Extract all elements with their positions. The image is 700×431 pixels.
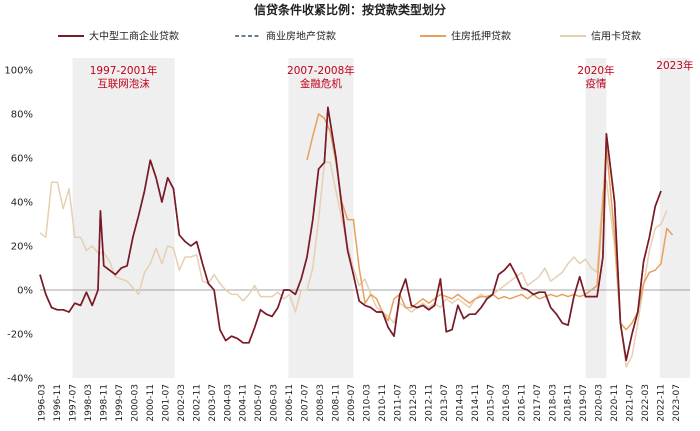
x-tick-label: 2001-07: [161, 384, 171, 422]
shaded-period-2: [585, 58, 607, 378]
x-tick-label: 2016-03: [502, 384, 512, 422]
x-tick-label: 2002-03: [177, 384, 187, 422]
shaded-period-3: [659, 58, 690, 378]
period-label-line-2-0: 2020年: [577, 64, 614, 77]
chart-title: 信贷条件收紧比例：按贷款类型划分: [254, 2, 446, 17]
x-tick-label: 2006-11: [285, 384, 295, 422]
x-tick-label: 2020-11: [610, 384, 620, 422]
x-tick-label: 2011-07: [394, 384, 404, 422]
y-tick-label: -40%: [7, 374, 33, 385]
x-tick-label: 2023-07: [672, 384, 682, 422]
legend-label-1: 商业房地产贷款: [266, 30, 336, 43]
x-tick-label: 2007-07: [301, 384, 311, 422]
x-tick-label: 2019-07: [579, 384, 589, 422]
legend-label-3: 信用卡贷款: [591, 30, 641, 43]
x-axis: 1996-03 1996-11 1997-07 1998-03 1998-11 1999-…: [38, 384, 683, 422]
x-tick-label: 2004-11: [239, 384, 249, 422]
x-tick-label: 2008-03: [316, 384, 326, 422]
series-line-0: [39, 106, 662, 362]
x-tick-label: 1996-11: [53, 384, 63, 422]
x-tick-label: 2000-11: [146, 384, 156, 422]
legend-label-0: 大中型工商企业贷款: [89, 30, 179, 43]
y-tick-label: 100%: [4, 66, 33, 77]
x-tick-label: 2004-03: [223, 384, 233, 422]
period-label-3: 2023年: [656, 59, 693, 72]
x-tick-label: 2022-03: [641, 384, 651, 422]
period-label-line-0-1: 互联网泡沫: [97, 77, 150, 90]
y-tick-label: 20%: [11, 242, 33, 253]
x-tick-label: 2000-03: [130, 384, 140, 422]
y-tick-label: -20%: [7, 330, 33, 341]
x-tick-label: 2006-03: [270, 384, 280, 422]
y-tick-label: 0%: [17, 286, 33, 297]
y-tick-label: 80%: [11, 110, 33, 121]
y-tick-label: 60%: [11, 154, 33, 165]
x-tick-label: 2010-11: [378, 384, 388, 422]
period-label-line-1-1: 金融危机: [300, 77, 342, 90]
x-tick-label: 2013-07: [440, 384, 450, 422]
x-tick-label: 2014-11: [471, 384, 481, 422]
x-tick-label: 2020-03: [595, 384, 605, 422]
x-tick-label: 2014-03: [455, 384, 465, 422]
x-tick-label: 1999-07: [115, 384, 125, 422]
period-label-1: 2007-2008年金融危机: [287, 64, 355, 90]
x-tick-label: 2005-07: [254, 384, 264, 422]
x-tick-label: 2010-03: [363, 384, 373, 422]
x-tick-label: 2022-11: [657, 384, 667, 422]
x-tick-label: 2008-11: [332, 384, 342, 422]
legend: 大中型工商企业贷款 商业房地产贷款 住房抵押贷款 信用卡贷款: [58, 30, 641, 43]
series-lines: [39, 106, 674, 368]
period-label-line-0-0: 1997-2001年: [90, 64, 158, 77]
x-tick-label: 2018-03: [548, 384, 558, 422]
shaded-period-0: [72, 58, 175, 378]
x-tick-label: 1996-03: [38, 384, 48, 422]
period-label-line-2-1: 疫情: [585, 77, 606, 90]
y-tick-label: 40%: [11, 198, 33, 209]
period-label-2: 2020年疫情: [577, 64, 614, 90]
period-label-line-1-0: 2007-2008年: [287, 64, 355, 77]
x-tick-label: 2021-07: [626, 384, 636, 422]
x-tick-label: 2017-07: [533, 384, 543, 422]
legend-label-2: 住房抵押贷款: [451, 30, 511, 43]
x-tick-label: 2015-07: [486, 384, 496, 422]
x-tick-label: 2016-11: [517, 384, 527, 422]
x-tick-label: 1997-07: [69, 384, 79, 422]
x-tick-label: 1998-03: [84, 384, 94, 422]
x-tick-label: 2003-07: [208, 384, 218, 422]
x-tick-label: 2012-11: [424, 384, 434, 422]
x-tick-label: 2012-03: [409, 384, 419, 422]
x-tick-label: 2009-07: [347, 384, 357, 422]
x-tick-label: 2018-11: [564, 384, 574, 422]
y-axis: -40% -20% 0% 20% 40% 60% 80% 100%: [4, 66, 33, 385]
period-label-0: 1997-2001年互联网泡沫: [90, 64, 158, 90]
x-tick-label: 2002-11: [192, 384, 202, 422]
series-line-3: [39, 161, 668, 368]
series-line-2: [306, 113, 674, 331]
period-label-line-3-0: 2023年: [656, 59, 693, 72]
x-tick-label: 1998-11: [99, 384, 109, 422]
